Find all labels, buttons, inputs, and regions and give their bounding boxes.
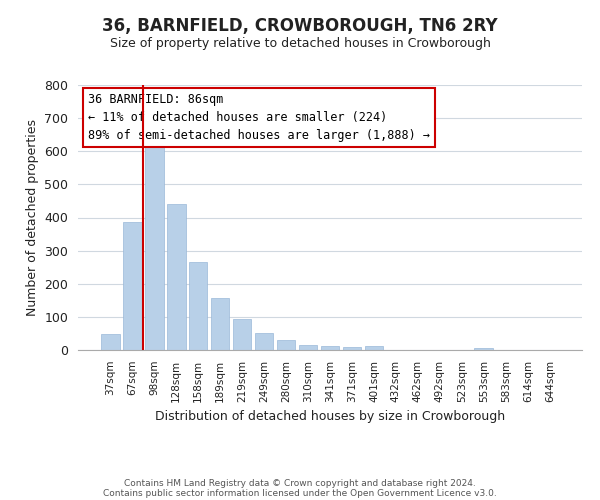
- Text: 36, BARNFIELD, CROWBOROUGH, TN6 2RY: 36, BARNFIELD, CROWBOROUGH, TN6 2RY: [102, 18, 498, 36]
- Text: Contains HM Land Registry data © Crown copyright and database right 2024.: Contains HM Land Registry data © Crown c…: [124, 478, 476, 488]
- Bar: [320, 346, 340, 350]
- Bar: [101, 334, 119, 350]
- Text: 36 BARNFIELD: 86sqm
← 11% of detached houses are smaller (224)
89% of semi-detac: 36 BARNFIELD: 86sqm ← 11% of detached ho…: [88, 93, 430, 142]
- Bar: [189, 262, 208, 350]
- Bar: [145, 144, 164, 350]
- Text: Size of property relative to detached houses in Crowborough: Size of property relative to detached ho…: [110, 38, 490, 51]
- Bar: [299, 344, 317, 350]
- X-axis label: Distribution of detached houses by size in Crowborough: Distribution of detached houses by size …: [155, 410, 505, 423]
- Bar: [167, 204, 185, 350]
- Text: Contains public sector information licensed under the Open Government Licence v3: Contains public sector information licen…: [103, 488, 497, 498]
- Bar: [365, 346, 383, 350]
- Bar: [343, 346, 361, 350]
- Bar: [255, 334, 274, 350]
- Bar: [277, 340, 295, 350]
- Y-axis label: Number of detached properties: Number of detached properties: [26, 119, 39, 316]
- Bar: [123, 222, 142, 350]
- Bar: [211, 298, 229, 350]
- Bar: [233, 318, 251, 350]
- Bar: [475, 348, 493, 350]
